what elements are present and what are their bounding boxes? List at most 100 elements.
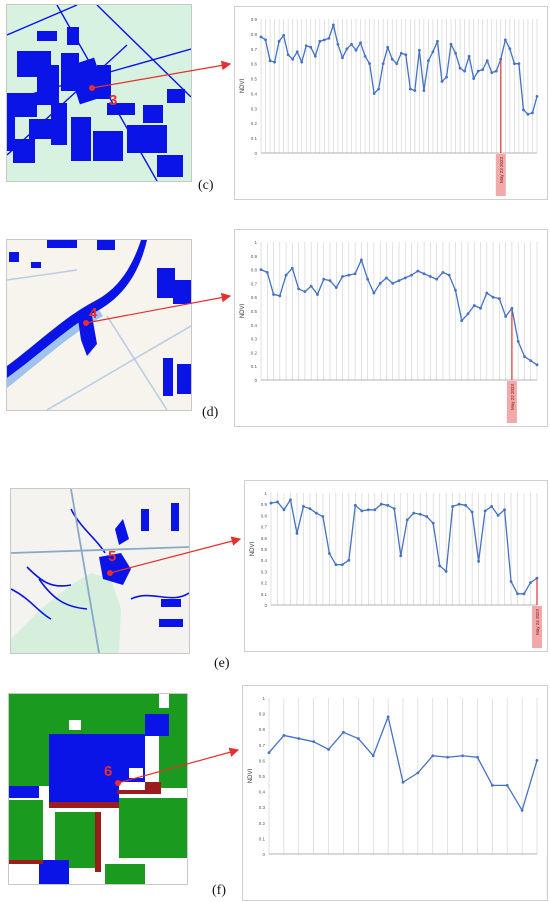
data-point [435, 277, 439, 281]
data-point [529, 581, 532, 584]
y-tick-label: 0.3 [259, 805, 266, 810]
data-point [342, 730, 345, 734]
data-point [366, 508, 370, 512]
classification-map-site-3 [6, 4, 192, 182]
data-point [431, 50, 435, 54]
data-point [467, 54, 471, 58]
data-point [318, 39, 322, 43]
classification-map-site-5 [10, 488, 190, 654]
map-graphic [7, 5, 191, 181]
data-point [416, 771, 420, 775]
ndvi-chart-e: 0 0.1 0.2 0.3 0.4 0.5 0.6 0.7 0.8 0.9 1 NDVI May 24 … [244, 480, 548, 652]
data-point [497, 297, 501, 300]
data-point [336, 42, 340, 46]
data-point [309, 284, 313, 288]
data-point [491, 295, 495, 299]
y-axis-label: NDVI [240, 79, 246, 94]
data-point [327, 552, 331, 555]
data-point [516, 339, 520, 343]
y-tick-label: 0.1 [251, 136, 258, 141]
y-tick-label: 0.8 [259, 727, 266, 732]
data-point [360, 509, 364, 513]
data-point [464, 503, 468, 507]
data-point [447, 273, 451, 277]
data-point [297, 737, 301, 740]
data-point [417, 48, 421, 52]
data-point [321, 515, 325, 518]
y-tick-label: 0.2 [251, 121, 258, 126]
data-point [403, 276, 407, 280]
data-point [386, 715, 390, 719]
data-point [463, 69, 467, 73]
data-point [535, 363, 539, 367]
y-tick-label: 1 [264, 491, 267, 496]
data-point [353, 503, 357, 507]
data-point [485, 291, 489, 295]
data-point [479, 306, 482, 310]
ndvi-series-line [260, 24, 538, 115]
data-point [312, 740, 316, 744]
y-tick-label: 0.4 [251, 91, 258, 96]
data-point [259, 35, 263, 39]
data-point [276, 500, 279, 504]
data-point [309, 45, 313, 49]
data-point [378, 282, 382, 285]
data-point [269, 501, 273, 505]
ndvi-series-line [270, 499, 538, 595]
data-point [509, 580, 513, 583]
data-point [410, 273, 413, 277]
data-point [322, 38, 326, 42]
y-tick-label: 0 [264, 603, 267, 608]
data-point [390, 57, 394, 61]
data-point [476, 69, 480, 73]
highlight-date-label: May 24 2023 [535, 609, 540, 636]
data-point [457, 502, 461, 506]
data-point [395, 62, 399, 66]
data-point [327, 748, 330, 751]
data-point [422, 272, 426, 276]
data-point [284, 273, 288, 277]
data-point [273, 60, 276, 64]
data-point [535, 759, 539, 762]
data-point [422, 89, 426, 92]
data-point [350, 42, 353, 46]
y-tick-label: 0.2 [261, 581, 268, 586]
data-point [316, 293, 319, 296]
data-point [445, 75, 448, 79]
data-point [308, 507, 312, 511]
data-point [535, 576, 539, 580]
data-point [454, 51, 457, 55]
data-point [259, 268, 263, 271]
data-point [327, 36, 331, 40]
data-point [354, 48, 358, 52]
data-point [503, 38, 507, 42]
data-point [517, 62, 521, 66]
data-point [397, 279, 401, 283]
y-tick-label: 0.6 [259, 758, 266, 763]
data-point [379, 502, 383, 506]
data-point [458, 66, 462, 70]
data-point [505, 783, 509, 787]
data-point [372, 92, 376, 95]
y-tick-label: 0 [254, 151, 257, 156]
data-point [286, 53, 290, 57]
data-point [428, 275, 432, 278]
data-point [366, 277, 370, 281]
panel-c: 0 0.1 0.2 0.3 0.4 0.5 0.6 0.7 0.8 0.9 NDVI May 23 2… [0, 0, 550, 225]
y-tick-label: 0.2 [251, 350, 258, 355]
y-axis-label: NDVI [250, 542, 256, 557]
data-point [272, 293, 275, 296]
classification-map-site-6 [8, 693, 188, 885]
data-point [503, 508, 506, 512]
data-point [300, 60, 304, 64]
data-point [516, 592, 519, 596]
y-tick-label: 0.3 [251, 106, 258, 111]
data-point [278, 294, 282, 298]
data-point [295, 50, 299, 54]
data-point [328, 279, 332, 283]
panel-letter: (f) [212, 883, 226, 898]
y-tick-label: 0.4 [259, 790, 266, 795]
y-tick-label: 0 [254, 378, 257, 383]
